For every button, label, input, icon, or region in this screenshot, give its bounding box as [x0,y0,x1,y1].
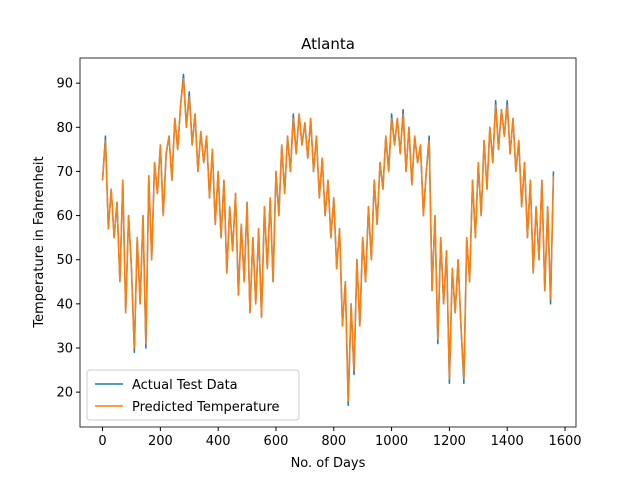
x-axis-label: No. of Days [291,456,366,471]
x-tick-label: 1600 [548,434,581,449]
x-tick-label: 1000 [375,434,408,449]
x-tick-label: 0 [98,434,106,449]
x-tick-label: 400 [206,434,231,449]
x-tick-label: 600 [264,434,289,449]
y-tick-label: 50 [56,253,73,268]
legend: Actual Test Data Predicted Temperature [86,369,300,421]
x-tick-label: 1200 [433,434,466,449]
y-tick-label: 40 [56,297,73,312]
y-tick-label: 70 [56,165,73,180]
x-tick-label: 200 [148,434,173,449]
x-tick-label: 800 [321,434,346,449]
y-tick-label: 20 [56,386,73,401]
chart-title: Atlanta [301,35,355,53]
plot-frame [79,57,577,428]
y-tick-label: 80 [56,121,73,136]
legend-box [86,369,300,421]
y-tick-label: 60 [56,209,73,224]
data-line [101,78,555,402]
legend-label: Actual Test Data [132,378,238,393]
y-axis-label: Temperature in Fahrenheit [32,156,47,328]
legend-label: Predicted Temperature [132,400,280,415]
x-tick-label: 1400 [491,434,524,449]
y-tick-label: 30 [56,341,73,356]
y-tick-label: 90 [56,77,73,92]
